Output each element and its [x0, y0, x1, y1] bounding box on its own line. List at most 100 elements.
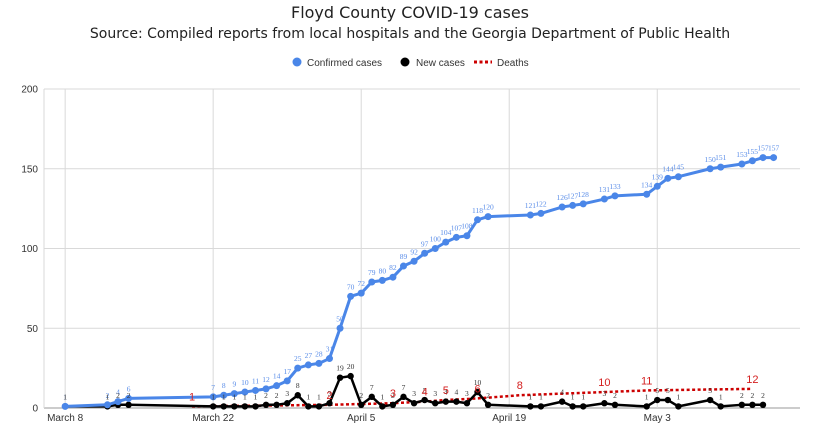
new-cases-point [717, 403, 724, 410]
new-cases-point [463, 400, 471, 407]
new-cases-label: 2 [751, 391, 755, 400]
new-cases-point [527, 403, 534, 410]
legend-new-label: New cases [416, 58, 465, 69]
confirmed-cases-label: 122 [535, 199, 547, 208]
confirmed-cases-point [452, 233, 460, 241]
new-cases-label: 3 [603, 389, 607, 398]
confirmed-cases-label: 126 [556, 193, 568, 202]
new-cases-label: 1 [317, 392, 321, 401]
new-cases-label: 1 [211, 392, 215, 401]
new-cases-label: 1 [645, 392, 649, 401]
confirmed-cases-label: 121 [525, 201, 537, 210]
legend-deaths-label: Deaths [497, 58, 529, 69]
confirmed-cases-label: 134 [641, 180, 653, 189]
confirmed-cases-point [653, 182, 661, 190]
x-tick-label: May 3 [644, 413, 672, 424]
y-tick-label: 0 [32, 404, 38, 415]
new-cases-label: 1 [677, 392, 681, 401]
new-cases-label: 4 [444, 388, 448, 397]
confirmed-cases-label: 17 [283, 367, 291, 376]
new-cases-point [336, 374, 344, 381]
new-cases-label: 1 [232, 392, 236, 401]
confirmed-cases-label: 28 [315, 349, 323, 358]
confirmed-cases-point [273, 382, 281, 390]
new-cases-point [368, 393, 375, 401]
confirmed-cases-point [399, 262, 407, 270]
confirmed-cases-point [770, 154, 778, 162]
y-tick-label: 150 [21, 164, 38, 175]
confirmed-cases-label: 133 [609, 182, 621, 191]
confirmed-cases-point [347, 292, 355, 300]
new-cases-label: 5 [655, 386, 659, 395]
new-cases-label: 2 [275, 391, 279, 400]
confirmed-cases-label: 150 [705, 155, 717, 164]
new-cases-label: 3 [412, 389, 416, 398]
new-cases-point [664, 396, 672, 404]
x-tick-label: April 5 [347, 413, 376, 424]
x-tick-label: March 22 [192, 413, 234, 424]
new-cases-point [400, 393, 407, 401]
confirmed-cases-label: 10 [241, 378, 249, 387]
new-cases-label: 1 [529, 392, 533, 401]
confirmed-cases-point [600, 195, 608, 203]
new-cases-point [569, 403, 576, 410]
new-cases-point [601, 400, 608, 407]
deaths-label: 6 [474, 383, 480, 395]
legend-new-marker [400, 57, 410, 67]
y-tick-label: 50 [27, 324, 39, 335]
confirmed-cases-point [484, 213, 492, 221]
confirmed-cases-point [325, 355, 333, 363]
new-cases-label: 2 [116, 391, 120, 400]
confirmed-cases-label: 27 [305, 351, 313, 360]
confirmed-cases-line [65, 156, 774, 408]
confirmed-cases-point [114, 398, 122, 406]
confirmed-cases-label: 89 [400, 252, 408, 261]
confirmed-cases-label: 97 [421, 239, 429, 248]
confirmed-cases-label: 80 [379, 266, 387, 275]
new-cases-label: 3 [285, 389, 289, 398]
deaths-label: 10 [598, 377, 610, 389]
deaths-label: 2 [326, 390, 332, 402]
new-cases-label: 20 [347, 362, 355, 371]
confirmed-cases-label: 151 [715, 153, 727, 162]
new-cases-label: 5 [708, 386, 712, 395]
confirmed-cases-point [262, 385, 270, 393]
new-cases-label: 1 [106, 392, 110, 401]
new-cases-point [611, 401, 619, 409]
new-cases-point [294, 392, 301, 399]
confirmed-cases-point [378, 276, 386, 284]
new-cases-label: 1 [222, 392, 226, 401]
confirmed-cases-label: 11 [252, 376, 259, 385]
new-cases-label: 2 [127, 391, 131, 400]
confirmed-cases-point [283, 377, 291, 385]
new-cases-point [273, 401, 280, 409]
new-cases-point [453, 398, 460, 405]
confirmed-cases-point [220, 391, 228, 399]
new-cases-point [474, 388, 481, 396]
confirmed-cases-label: 100 [430, 235, 442, 244]
new-cases-point [706, 396, 714, 404]
new-cases-label: 5 [666, 386, 670, 395]
y-tick-label: 100 [21, 244, 38, 255]
confirmed-cases-point [706, 165, 714, 173]
confirmed-cases-point [251, 386, 259, 394]
new-cases-label: 1 [63, 392, 67, 401]
new-cases-label: 2 [391, 391, 395, 400]
confirmed-cases-point [294, 364, 302, 372]
confirmed-cases-point [759, 154, 767, 162]
confirmed-cases-point [537, 209, 545, 217]
new-cases-point [759, 401, 767, 409]
confirmed-cases-point [611, 192, 619, 200]
deaths-label: 8 [517, 380, 523, 392]
confirmed-cases-point [103, 401, 111, 409]
confirmed-cases-label: 4 [116, 388, 120, 397]
deaths-line [192, 387, 753, 408]
confirmed-cases-label: 72 [357, 279, 365, 288]
x-tick-label: April 19 [492, 413, 526, 424]
chart-title: Floyd County COVID-19 cases [291, 3, 529, 22]
new-cases-point [442, 398, 449, 405]
confirmed-cases-point [230, 390, 238, 398]
new-cases-label: 19 [336, 364, 344, 373]
confirmed-cases-label: 155 [747, 147, 759, 156]
confirmed-cases-label: 128 [578, 190, 590, 199]
